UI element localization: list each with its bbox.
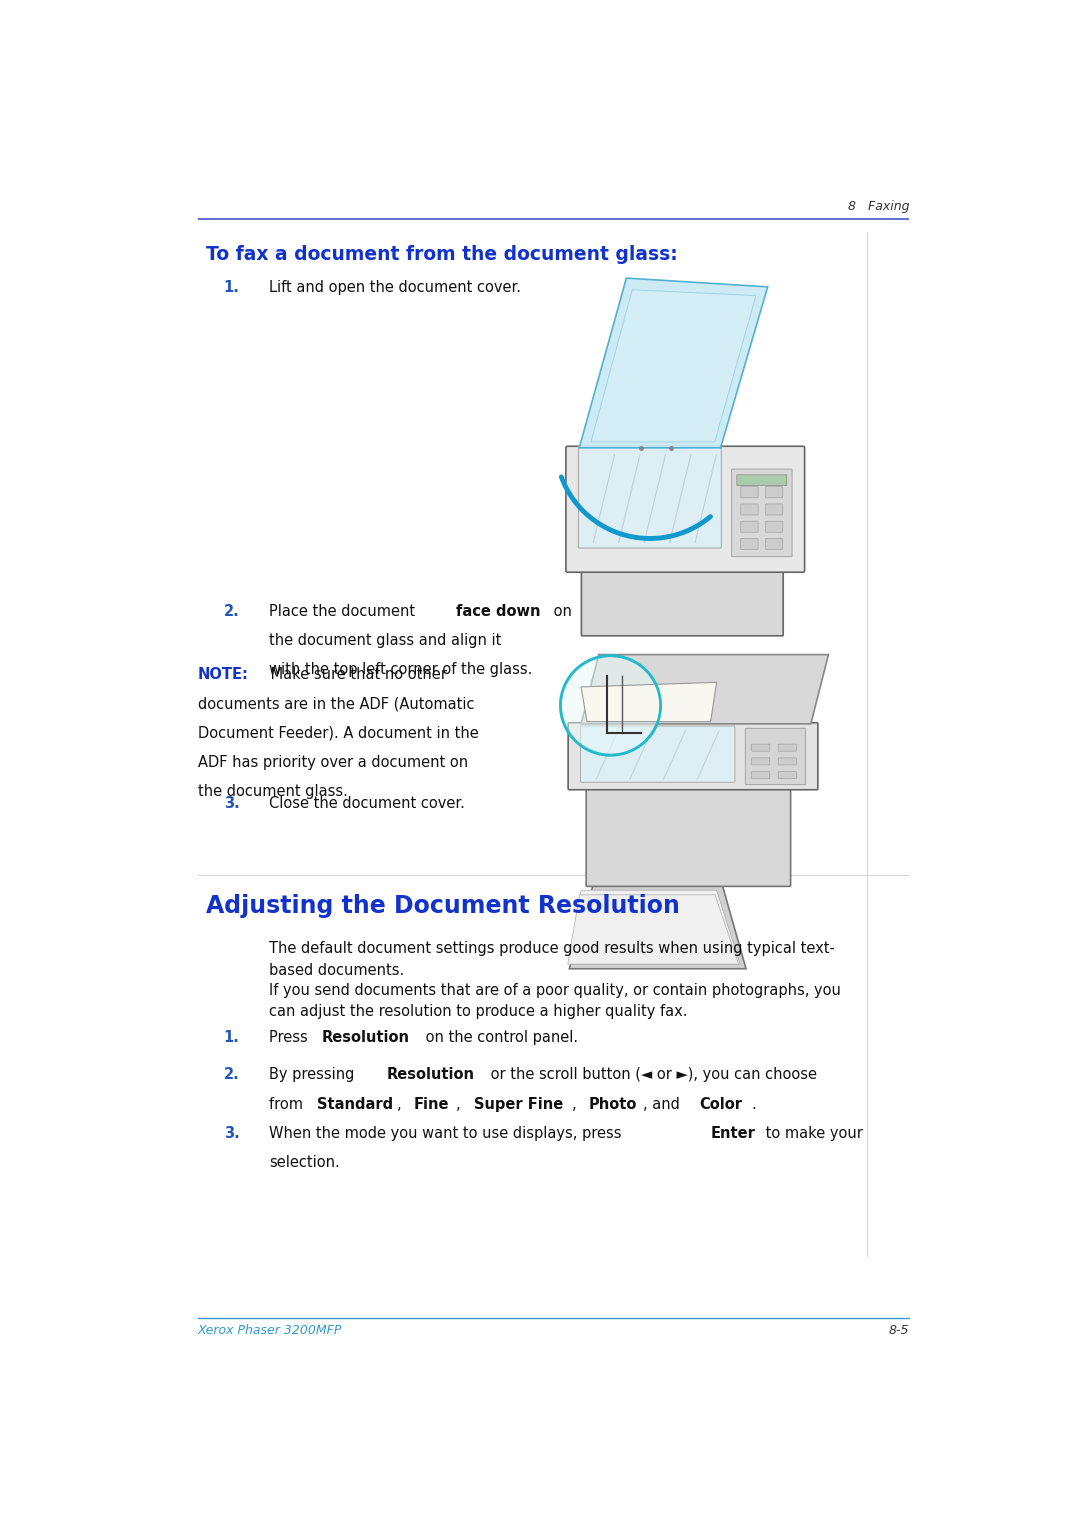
Polygon shape (579, 278, 768, 448)
Text: the document glass.: the document glass. (198, 784, 348, 799)
FancyBboxPatch shape (581, 570, 783, 636)
FancyBboxPatch shape (741, 504, 758, 515)
FancyBboxPatch shape (766, 487, 783, 498)
Text: 3.: 3. (224, 1126, 240, 1141)
FancyBboxPatch shape (579, 446, 721, 549)
Text: Color: Color (699, 1097, 742, 1111)
Text: Adjusting the Document Resolution: Adjusting the Document Resolution (205, 894, 679, 918)
Text: Resolution: Resolution (322, 1030, 409, 1045)
FancyBboxPatch shape (766, 504, 783, 515)
Text: 1.: 1. (224, 1030, 240, 1045)
Text: 2.: 2. (224, 604, 240, 619)
Text: The default document settings produce good results when using typical text-
base: The default document settings produce go… (269, 941, 835, 978)
Polygon shape (581, 654, 828, 724)
Text: on the control panel.: on the control panel. (421, 1030, 578, 1045)
Text: Place the document: Place the document (269, 604, 420, 619)
Text: Lift and open the document cover.: Lift and open the document cover. (269, 280, 521, 295)
Text: documents are in the ADF (Automatic: documents are in the ADF (Automatic (198, 697, 474, 711)
Text: Resolution: Resolution (387, 1068, 475, 1082)
Text: Close the document cover.: Close the document cover. (269, 796, 464, 811)
Text: Make sure that no other: Make sure that no other (266, 666, 447, 681)
Text: To fax a document from the document glass:: To fax a document from the document glas… (205, 244, 677, 264)
FancyBboxPatch shape (741, 538, 758, 550)
Text: Super Fine: Super Fine (473, 1097, 563, 1111)
FancyBboxPatch shape (568, 723, 818, 790)
Text: 1.: 1. (224, 280, 240, 295)
Text: Xerox Phaser 3200MFP: Xerox Phaser 3200MFP (198, 1323, 342, 1337)
Text: the document glass and align it: the document glass and align it (269, 633, 501, 648)
Text: .: . (752, 1097, 756, 1111)
Polygon shape (568, 895, 739, 964)
FancyBboxPatch shape (779, 772, 796, 779)
Text: ADF has priority over a document on: ADF has priority over a document on (198, 755, 468, 770)
Text: When the mode you want to use displays, press: When the mode you want to use displays, … (269, 1126, 626, 1141)
Circle shape (561, 656, 661, 755)
FancyBboxPatch shape (741, 521, 758, 532)
FancyBboxPatch shape (745, 729, 806, 784)
Text: , and: , and (644, 1097, 685, 1111)
Text: 8   Faxing: 8 Faxing (848, 200, 909, 212)
Text: on: on (550, 604, 572, 619)
Text: Standard: Standard (316, 1097, 393, 1111)
Text: Fine: Fine (414, 1097, 449, 1111)
Text: ,: , (396, 1097, 406, 1111)
FancyBboxPatch shape (779, 744, 796, 752)
FancyBboxPatch shape (741, 487, 758, 498)
Text: selection.: selection. (269, 1155, 340, 1170)
Polygon shape (591, 290, 756, 442)
Text: If you send documents that are of a poor quality, or contain photographs, you
ca: If you send documents that are of a poor… (269, 983, 841, 1019)
Text: ,: , (572, 1097, 581, 1111)
Text: 8-5: 8-5 (889, 1323, 909, 1337)
FancyBboxPatch shape (766, 521, 783, 532)
Polygon shape (569, 886, 746, 969)
Text: from: from (269, 1097, 308, 1111)
Text: or the scroll button (◄ or ►), you can choose: or the scroll button (◄ or ►), you can c… (486, 1068, 816, 1082)
FancyBboxPatch shape (752, 772, 770, 779)
Text: face down: face down (457, 604, 541, 619)
FancyBboxPatch shape (737, 475, 787, 486)
Text: ,: , (457, 1097, 465, 1111)
Text: Document Feeder). A document in the: Document Feeder). A document in the (198, 726, 478, 741)
Text: Photo: Photo (589, 1097, 637, 1111)
Text: 2.: 2. (224, 1068, 240, 1082)
FancyBboxPatch shape (580, 726, 734, 782)
Polygon shape (569, 891, 740, 964)
FancyBboxPatch shape (586, 788, 791, 886)
Text: with the top left corner of the glass.: with the top left corner of the glass. (269, 662, 532, 677)
Text: 3.: 3. (224, 796, 240, 811)
FancyBboxPatch shape (779, 758, 796, 766)
FancyBboxPatch shape (566, 446, 805, 571)
FancyBboxPatch shape (752, 758, 770, 766)
Polygon shape (581, 683, 716, 721)
Text: to make your: to make your (761, 1126, 863, 1141)
Text: Enter: Enter (711, 1126, 756, 1141)
FancyBboxPatch shape (731, 469, 792, 556)
FancyBboxPatch shape (766, 538, 783, 550)
Text: Press: Press (269, 1030, 312, 1045)
Text: NOTE:: NOTE: (198, 666, 248, 681)
FancyBboxPatch shape (752, 744, 770, 752)
Text: By pressing: By pressing (269, 1068, 359, 1082)
